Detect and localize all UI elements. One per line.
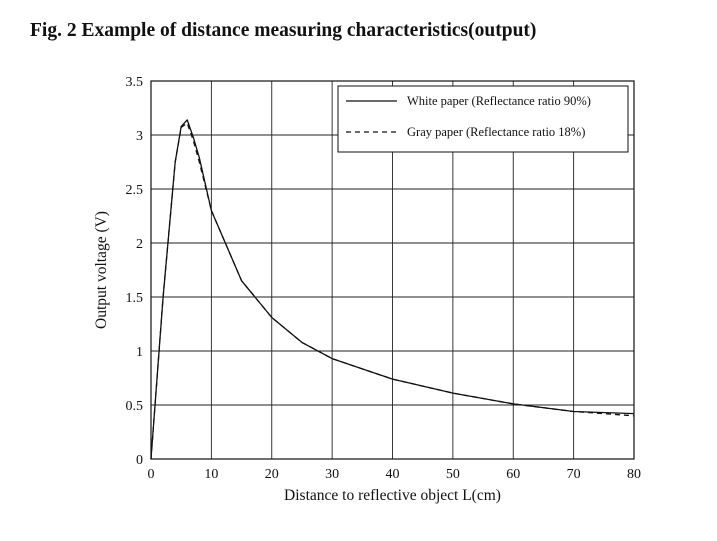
x-tick-label: 20 bbox=[265, 467, 279, 482]
y-tick-label: 1.5 bbox=[126, 291, 144, 306]
legend-label-gray-paper: Gray paper (Reflectance ratio 18%) bbox=[407, 125, 585, 139]
legend: White paper (Reflectance ratio 90%) Gray… bbox=[337, 85, 629, 153]
plot-frame bbox=[150, 80, 635, 460]
y-tick-label: 0 bbox=[136, 453, 143, 468]
y-tick-label: 2 bbox=[136, 237, 143, 252]
x-tick-label: 70 bbox=[567, 467, 581, 482]
y-tick-label: 3.5 bbox=[126, 75, 144, 90]
x-tick-label: 60 bbox=[506, 467, 520, 482]
y-tick-label: 3 bbox=[136, 129, 143, 144]
series-line-gray-paper bbox=[150, 122, 635, 460]
x-tick-label: 0 bbox=[148, 467, 155, 482]
legend-label-white-paper: White paper (Reflectance ratio 90%) bbox=[407, 94, 591, 108]
x-axis-label: Distance to reflective object L(cm) bbox=[284, 487, 501, 504]
y-tick-label: 0.5 bbox=[126, 399, 144, 414]
y-tick-label: 2.5 bbox=[126, 183, 144, 198]
x-tick-label: 30 bbox=[325, 467, 339, 482]
legend-box bbox=[337, 85, 629, 153]
x-tick-label: 40 bbox=[386, 467, 400, 482]
series-lines bbox=[150, 119, 635, 460]
y-axis-label: Output voltage (V) bbox=[93, 211, 110, 329]
figure-title: Fig. 2 Example of distance measuring cha… bbox=[30, 20, 537, 41]
x-tick-label: 50 bbox=[446, 467, 460, 482]
x-tick-label: 10 bbox=[204, 467, 218, 482]
grid bbox=[151, 81, 634, 459]
tick-labels: 0 10 20 30 40 50 60 70 80 0 0.5 1 1.5 2 2.5 3 3.5 bbox=[126, 75, 642, 482]
y-tick-label: 1 bbox=[136, 345, 143, 360]
x-tick-label: 80 bbox=[627, 467, 641, 482]
